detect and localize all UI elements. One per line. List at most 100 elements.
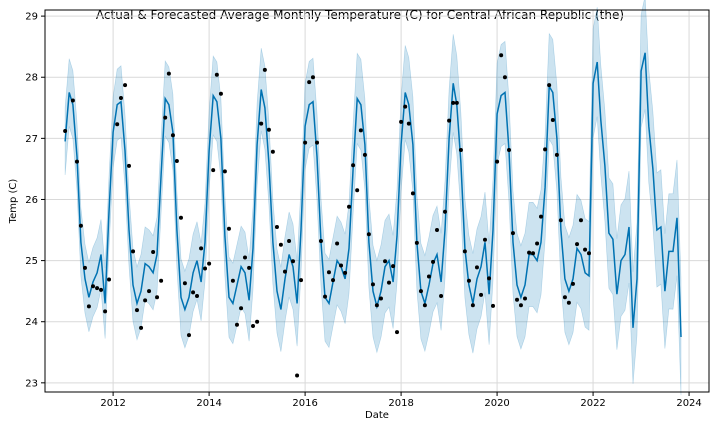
actual-point xyxy=(147,289,152,294)
actual-point xyxy=(362,152,367,157)
actual-point xyxy=(399,119,404,124)
actual-point xyxy=(191,290,196,295)
actual-point xyxy=(543,147,548,152)
actual-point xyxy=(282,269,287,274)
actual-point xyxy=(507,147,512,152)
actual-point xyxy=(195,294,200,299)
actual-point xyxy=(462,249,467,254)
actual-point xyxy=(510,231,515,236)
actual-point xyxy=(326,270,331,275)
actual-point xyxy=(287,239,292,244)
actual-point xyxy=(295,373,300,378)
actual-point xyxy=(422,303,427,308)
actual-points xyxy=(63,53,591,378)
actual-point xyxy=(230,278,235,283)
actual-point xyxy=(554,152,559,157)
actual-point xyxy=(82,265,87,270)
actual-point xyxy=(274,224,279,229)
actual-point xyxy=(451,100,456,105)
actual-point xyxy=(239,306,244,311)
actual-point xyxy=(383,259,388,264)
forecast-line xyxy=(64,52,682,338)
actual-point xyxy=(226,226,231,231)
actual-point xyxy=(391,264,396,269)
actual-point xyxy=(355,188,360,193)
actual-point xyxy=(586,251,591,256)
x-axis-ticks: 2012 2014 2016 2018 2020 2022 2024 xyxy=(100,392,702,409)
actual-point xyxy=(163,115,168,120)
actual-point xyxy=(126,163,131,168)
actual-point xyxy=(378,296,383,301)
x-tick-label: 2022 xyxy=(580,398,605,409)
actual-point xyxy=(447,118,452,123)
actual-point xyxy=(351,163,356,168)
actual-point xyxy=(151,250,156,255)
actual-point xyxy=(234,322,239,327)
actual-point xyxy=(318,239,323,244)
actual-point xyxy=(259,121,264,126)
actual-point xyxy=(439,294,444,299)
actual-point xyxy=(143,298,148,303)
actual-point xyxy=(262,67,267,72)
y-tick-label: 27 xyxy=(25,134,38,145)
actual-point xyxy=(343,270,348,275)
actual-point xyxy=(515,297,520,302)
actual-point xyxy=(535,241,540,246)
actual-point xyxy=(374,303,379,308)
y-tick-label: 23 xyxy=(25,378,38,389)
actual-point xyxy=(523,296,528,301)
actual-point xyxy=(583,247,588,252)
actual-point xyxy=(495,159,500,164)
actual-point xyxy=(170,133,175,138)
actual-point xyxy=(347,204,352,209)
y-tick-label: 26 xyxy=(25,195,38,206)
actual-point xyxy=(103,309,108,314)
actual-point xyxy=(207,261,212,266)
actual-point xyxy=(186,333,191,338)
actual-point xyxy=(578,218,583,223)
actual-point xyxy=(218,91,223,96)
actual-point xyxy=(539,214,544,219)
actual-point xyxy=(470,303,475,308)
actual-point xyxy=(95,286,100,291)
actual-point xyxy=(434,228,439,233)
actual-point xyxy=(123,83,128,88)
actual-point xyxy=(518,303,523,308)
actual-point xyxy=(331,278,336,283)
actual-point xyxy=(166,71,171,76)
actual-point xyxy=(78,223,83,228)
actual-point xyxy=(499,53,504,58)
actual-point xyxy=(491,303,496,308)
actual-point xyxy=(131,249,136,254)
grid-layer xyxy=(45,10,709,392)
actual-point xyxy=(474,265,479,270)
actual-point xyxy=(562,295,567,300)
x-tick-label: 2016 xyxy=(292,398,317,409)
actual-point xyxy=(203,266,208,271)
actual-point xyxy=(366,232,371,237)
y-axis-ticks: 23 24 25 26 27 28 29 xyxy=(25,12,45,389)
actual-point xyxy=(255,319,260,324)
actual-point xyxy=(222,169,227,174)
actual-point xyxy=(575,242,580,247)
x-axis-label: Date xyxy=(365,410,389,421)
actual-point xyxy=(90,284,95,289)
actual-point xyxy=(487,276,492,281)
y-axis-label: Temp (C) xyxy=(8,179,19,225)
actual-point xyxy=(443,209,448,214)
actual-point xyxy=(74,159,79,164)
x-tick-label: 2020 xyxy=(484,398,509,409)
actual-point xyxy=(339,263,344,268)
actual-point xyxy=(458,147,463,152)
actual-point xyxy=(107,277,112,282)
y-tick-label: 28 xyxy=(25,73,38,84)
actual-point xyxy=(386,280,391,285)
y-tick-label: 29 xyxy=(25,12,38,23)
x-tick-label: 2024 xyxy=(676,398,701,409)
actual-point xyxy=(406,121,411,126)
actual-point xyxy=(70,98,75,103)
actual-point xyxy=(410,191,415,196)
actual-point xyxy=(63,129,68,134)
actual-point xyxy=(99,287,104,292)
